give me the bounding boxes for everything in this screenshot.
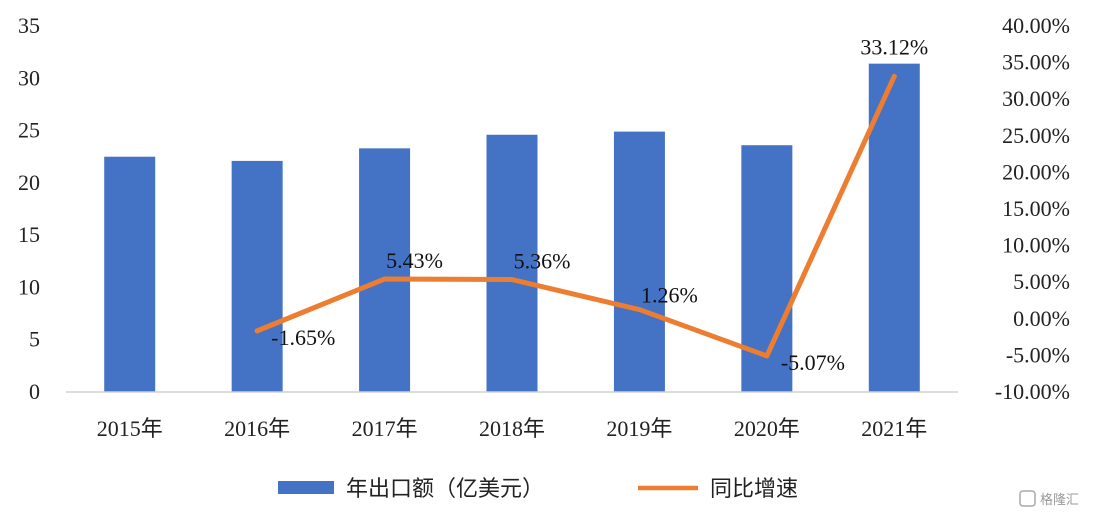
x-tick-label: 2021年 (861, 416, 927, 441)
line-point (891, 73, 897, 79)
legend-swatch-exports (278, 481, 334, 494)
bar (231, 160, 283, 392)
growth-data-label: 5.36% (514, 249, 571, 274)
y2-tick-label: 20.00% (1002, 159, 1070, 184)
bar (486, 134, 538, 393)
growth-data-label: 5.43% (386, 248, 443, 273)
growth-data-label: -5.07% (781, 350, 845, 375)
watermark-icon (1019, 490, 1036, 507)
watermark-logo: 格隆汇 (1019, 490, 1079, 508)
y-tick-label: 20 (18, 170, 40, 195)
x-tick-label: 2017年 (352, 416, 418, 441)
x-tick-label: 2019年 (606, 416, 672, 441)
growth-data-label: -1.65% (271, 325, 335, 350)
x-tick-label: 2015年 (97, 416, 163, 441)
line-point (509, 277, 515, 283)
line-point (254, 328, 260, 334)
y2-tick-label: 35.00% (1002, 50, 1070, 75)
legend-label-growth: 同比增速 (710, 477, 798, 502)
y-tick-label: 25 (18, 118, 40, 143)
y2-tick-label: -5.00% (1006, 342, 1070, 367)
growth-data-label: 1.26% (641, 283, 698, 308)
x-tick-label: 2020年 (734, 416, 800, 441)
watermark-text: 格隆汇 (1040, 492, 1079, 508)
y2-tick-label: 40.00% (1002, 13, 1070, 38)
data-labels: -1.65% 5.43% 5.36% 1.26% -5.07% 33.12% (271, 34, 928, 375)
legend-label-exports: 年出口额（亿美元） (346, 477, 544, 502)
y2-tick-label: -10.00% (995, 379, 1070, 404)
y-tick-label: 35 (18, 13, 40, 38)
y-tick-label: 30 (18, 65, 40, 90)
y-tick-label: 5 (29, 327, 40, 352)
y2-tick-label: 25.00% (1002, 123, 1070, 148)
y2-tick-label: 0.00% (1013, 306, 1070, 331)
x-tick-label: 2018年 (479, 416, 545, 441)
bar (613, 131, 665, 393)
line-point (764, 353, 770, 359)
y-tick-label: 10 (18, 274, 40, 299)
y2-tick-label: 5.00% (1013, 269, 1070, 294)
bar-series (104, 63, 920, 393)
bar (104, 156, 156, 392)
y2-tick-label: 10.00% (1002, 233, 1070, 258)
line-point (382, 276, 388, 282)
right-axis-ticks: -10.00% -5.00% 0.00% 5.00% 10.00% 15.00% 20.00… (995, 13, 1070, 404)
line-point (636, 307, 642, 313)
x-axis-ticks: 2015年 2016年 2017年 2018年 2019年 2020年 2021年 (97, 416, 928, 441)
bar (359, 148, 411, 392)
y2-tick-label: 15.00% (1002, 196, 1070, 221)
growth-line (254, 73, 897, 359)
left-axis-ticks: 0 5 10 15 20 25 30 35 (18, 13, 40, 404)
y2-tick-label: 30.00% (1002, 86, 1070, 111)
growth-line-series (254, 73, 897, 359)
legend: 年出口额（亿美元） 同比增速 (278, 477, 798, 502)
growth-data-label: 33.12% (860, 34, 928, 59)
y-tick-label: 0 (29, 379, 40, 404)
x-tick-label: 2016年 (224, 416, 290, 441)
y-tick-label: 15 (18, 222, 40, 247)
